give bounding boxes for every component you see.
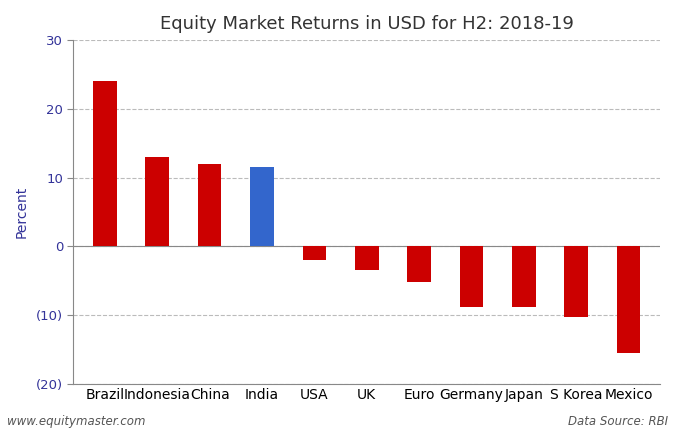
- Bar: [250, 167, 274, 246]
- Bar: [512, 246, 536, 307]
- Bar: [302, 246, 326, 260]
- Title: Equity Market Returns in USD for H2: 2018-19: Equity Market Returns in USD for H2: 201…: [160, 15, 574, 33]
- Bar: [407, 246, 431, 282]
- Bar: [146, 157, 169, 246]
- Bar: [564, 246, 588, 316]
- Bar: [355, 246, 379, 270]
- Bar: [93, 81, 117, 246]
- Bar: [617, 246, 641, 353]
- Y-axis label: Percent: Percent: [15, 186, 29, 238]
- Bar: [460, 246, 483, 307]
- Bar: [198, 164, 221, 246]
- Text: www.equitymaster.com: www.equitymaster.com: [7, 415, 145, 428]
- Text: Data Source: RBI: Data Source: RBI: [568, 415, 668, 428]
